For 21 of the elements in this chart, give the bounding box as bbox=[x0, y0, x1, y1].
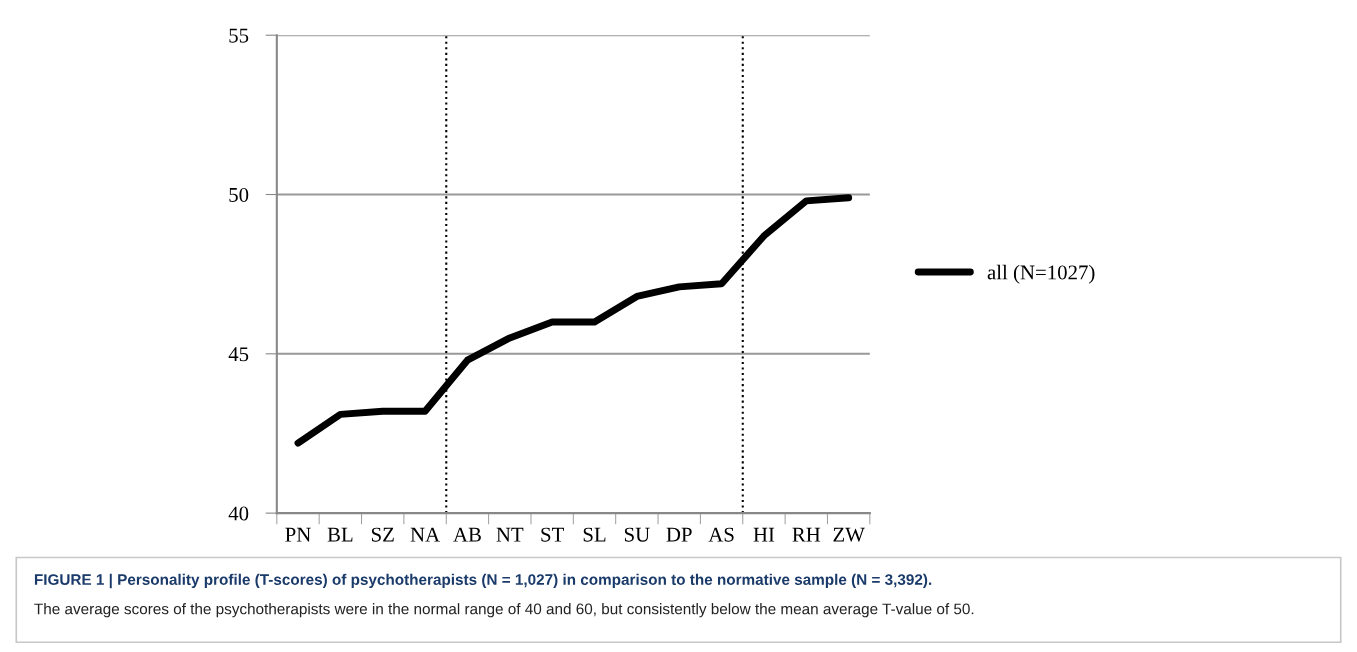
y-tick-label: 45 bbox=[228, 347, 249, 362]
x-tick-label: PN bbox=[285, 527, 311, 542]
x-tick-label: AB bbox=[453, 527, 481, 542]
y-tick-label: 55 bbox=[229, 28, 249, 43]
y-tick-label: 50 bbox=[229, 187, 249, 202]
x-tick-label: DP bbox=[666, 527, 692, 542]
x-tick-label: SL bbox=[583, 527, 606, 542]
x-tick-label: SU bbox=[624, 527, 650, 542]
x-tick-label: ST bbox=[541, 527, 564, 542]
text: FIGURE 1 | Personality profile (T-scores) of psychotherapists (N = 1,027) in comparison to the normative sample (N = 3,392). bbox=[34, 573, 932, 589]
legend-label: all (N=1027) bbox=[987, 264, 1095, 284]
x-tick-label: ZW bbox=[833, 527, 865, 542]
x-tick-label: SZ bbox=[371, 527, 394, 542]
x-tick-label: HI bbox=[753, 527, 775, 542]
x-tick-label: RH bbox=[792, 527, 821, 542]
x-tick-label: AS bbox=[708, 527, 734, 542]
text: The average scores of the psychotherapists were in the normal range of 40 and 60, but consistently below the mean average T-value of 50. bbox=[34, 603, 974, 618]
x-tick-label: BL bbox=[327, 527, 353, 542]
x-tick-label: NT bbox=[496, 527, 524, 542]
x-tick-label: NA bbox=[410, 527, 440, 542]
y-tick-label: 40 bbox=[228, 506, 249, 521]
